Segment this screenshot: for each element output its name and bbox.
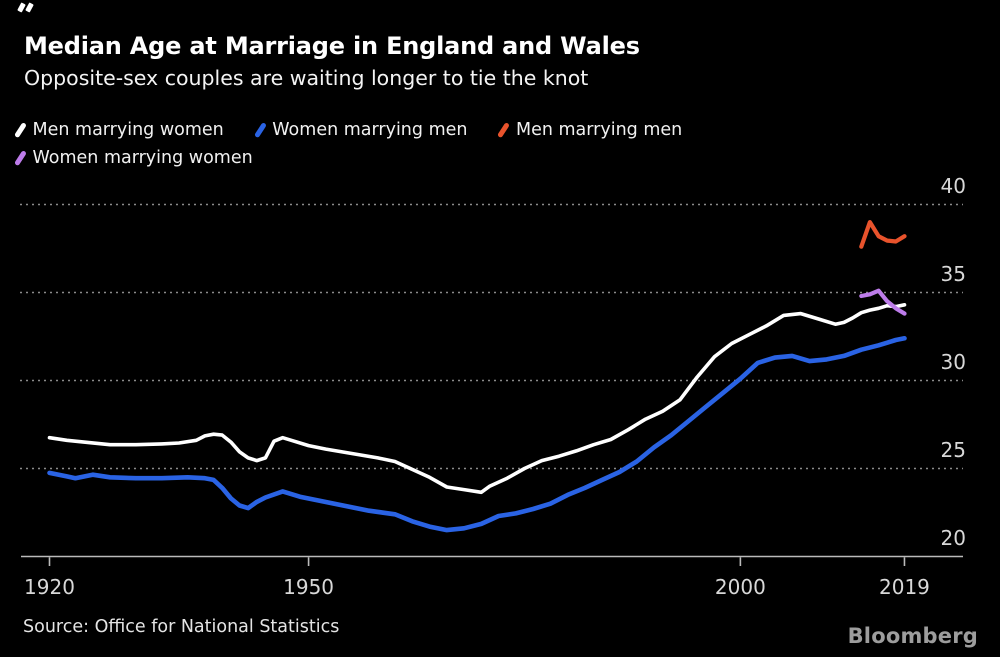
bloomberg-logo: Bloomberg <box>847 624 978 648</box>
chart-title: Median Age at Marriage in England and Wa… <box>24 32 640 60</box>
x-tick-label: 2000 <box>714 575 766 599</box>
source-note: Source: Office for National Statistics <box>23 617 340 637</box>
y-tick-label: 30 <box>940 349 966 374</box>
line-series-men-marrying-women <box>47 302 907 495</box>
y-tick-label: 40 <box>940 173 966 198</box>
legend-item-label: Men marrying women <box>32 120 224 140</box>
y-tick-label: 35 <box>940 261 966 286</box>
y-tick-label: 25 <box>940 437 966 462</box>
x-tick-label: 2019 <box>879 575 930 599</box>
legend-item-label: Women marrying women <box>32 148 253 168</box>
x-tick-label: 1920 <box>24 575 75 599</box>
line-series-women-marrying-women <box>859 288 907 316</box>
line-series-women-marrying-men <box>47 335 907 533</box>
x-tick-label: 1950 <box>283 575 335 599</box>
chart-legend: Men marrying women Women marrying men Men … <box>14 116 844 172</box>
y-tick-label: 20 <box>940 525 966 550</box>
legend-item: Women marrying women <box>14 144 253 172</box>
line-series-men-marrying-men <box>859 220 907 249</box>
legend-item: Men marrying women <box>14 116 224 144</box>
legend-item: Women marrying men <box>253 116 468 144</box>
legend-item-label: Men marrying men <box>515 120 683 140</box>
chart-subtitle: Opposite-sex couples are waiting longer … <box>24 66 589 90</box>
legend-item: Men marrying men <box>497 116 682 144</box>
legend-item-label: Women marrying men <box>272 120 468 140</box>
